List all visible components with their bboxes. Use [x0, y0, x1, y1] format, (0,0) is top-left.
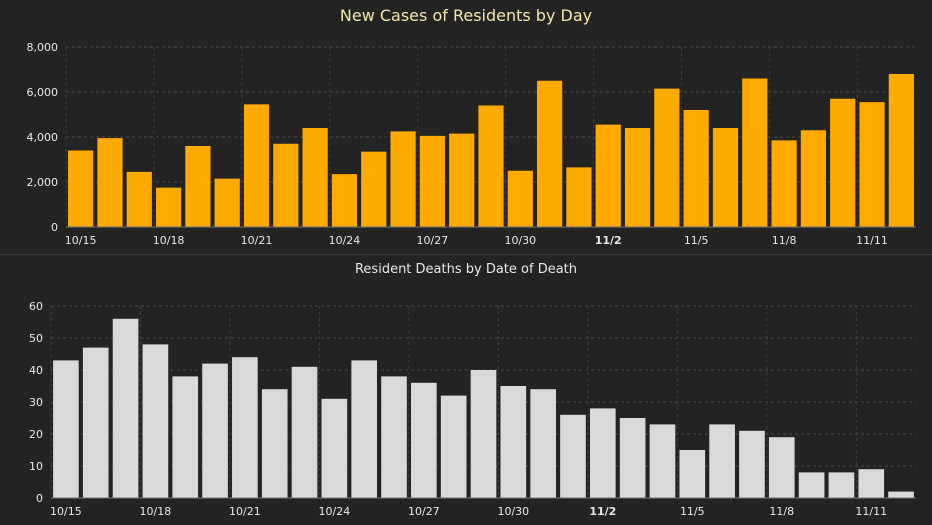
cases-x-tick-label: 10/21 [241, 234, 273, 247]
deaths-bar-11-7 [739, 430, 765, 498]
deaths-x-tick-label: 11/11 [855, 505, 887, 518]
deaths-bar-10-24 [321, 398, 348, 498]
deaths-chart: 0 10 20 30 40 50 60 10/15 10/18 10/21 10/24 10/27 10… [29, 300, 916, 518]
deaths-bar-11-8 [768, 437, 795, 498]
deaths-bar-10-20 [202, 363, 228, 498]
deaths-y-tick-label: 30 [29, 396, 43, 409]
deaths-bar-11-6 [709, 424, 735, 498]
deaths-x-tick-label: 10/27 [408, 505, 440, 518]
cases-bar-10-29 [478, 105, 504, 227]
deaths-bar-11-12 [888, 491, 914, 498]
deaths-y-tick-label: 10 [29, 460, 43, 473]
cases-bar-10-18 [155, 187, 182, 227]
cases-bar-10-20 [214, 178, 240, 227]
cases-bar-10-26 [390, 131, 416, 227]
cases-bar-11-1 [566, 167, 592, 227]
deaths-bar-10-15 [53, 360, 79, 498]
cases-bar-11-12 [888, 74, 914, 227]
cases-bar-11-4 [654, 88, 680, 227]
cases-x-tick-label: 11/2 [595, 234, 622, 247]
cases-x-tick-label: 10/27 [417, 234, 449, 247]
cases-bar-11-11 [859, 102, 885, 227]
deaths-bar-10-27 [411, 382, 437, 498]
deaths-bar-10-28 [440, 395, 467, 498]
cases-x-tick-label: 10/15 [65, 234, 97, 247]
cases-bar-11-5 [683, 110, 709, 227]
deaths-bar-10-29 [470, 370, 497, 498]
cases-bar-11-7 [742, 78, 768, 227]
deaths-x-tick-label: 10/15 [50, 505, 82, 518]
cases-bar-10-15 [68, 150, 94, 227]
cases-bar-10-25 [361, 151, 387, 227]
cases-chart: 0 2,000 4,000 6,000 8,000 10/15 10/18 10/21 10/2… [27, 41, 916, 247]
deaths-x-tick-label: 11/2 [589, 505, 616, 518]
cases-x-tick-label: 11/8 [772, 234, 797, 247]
deaths-y-tick-label: 0 [36, 492, 43, 505]
deaths-x-tick-label: 10/30 [497, 505, 529, 518]
deaths-chart-panel: Resident Deaths by Date of Death 0 10 20 30… [0, 254, 932, 524]
cases-bar-10-30 [507, 170, 533, 227]
deaths-bar-11-11 [858, 469, 885, 498]
deaths-y-tick-label: 50 [29, 332, 43, 345]
deaths-bar-10-19 [172, 376, 199, 498]
deaths-bar-11-2 [589, 408, 616, 498]
deaths-bar-10-16 [82, 347, 109, 498]
deaths-bar-10-22 [261, 389, 288, 498]
cases-bar-10-23 [302, 128, 328, 227]
cases-x-tick-label: 10/30 [504, 234, 536, 247]
cases-x-tick-label: 10/24 [329, 234, 361, 247]
cases-bar-10-31 [537, 80, 563, 227]
deaths-bar-11-9 [798, 472, 825, 498]
cases-y-tick-label: 0 [51, 221, 58, 234]
deaths-bar-10-17 [112, 318, 139, 498]
deaths-x-tick-label: 11/5 [680, 505, 705, 518]
cases-bar-11-6 [712, 128, 739, 227]
deaths-x-tick-label: 10/18 [140, 505, 172, 518]
cases-bar-10-16 [97, 138, 123, 227]
cases-y-tick-label: 8,000 [27, 41, 59, 54]
cases-x-tick-label: 11/5 [684, 234, 709, 247]
deaths-bar-10-23 [291, 366, 318, 498]
deaths-x-tick-label: 10/24 [319, 505, 351, 518]
cases-bar-10-21 [243, 104, 270, 227]
cases-bar-11-10 [830, 98, 856, 227]
deaths-bar-10-31 [530, 389, 556, 498]
cases-bar-10-17 [126, 171, 152, 227]
cases-bar-10-27 [419, 135, 445, 227]
cases-bar-11-8 [771, 140, 797, 227]
deaths-bar-10-30 [500, 386, 527, 498]
cases-bar-10-22 [273, 143, 299, 227]
deaths-y-tick-label: 60 [29, 300, 43, 313]
deaths-x-tick-label: 10/21 [229, 505, 261, 518]
deaths-y-tick-label: 20 [29, 428, 43, 441]
cases-bar-10-19 [185, 146, 211, 227]
deaths-y-tick-label: 40 [29, 364, 43, 377]
deaths-bar-10-18 [142, 344, 169, 498]
cases-x-tick-label: 10/18 [153, 234, 185, 247]
cases-bar-10-28 [449, 133, 475, 227]
cases-chart-title: New Cases of Residents by Day [339, 6, 593, 25]
deaths-bar-10-25 [351, 360, 378, 498]
deaths-bar-11-3 [619, 418, 646, 498]
deaths-chart-title: Resident Deaths by Date of Death [354, 262, 578, 277]
cases-y-tick-label: 6,000 [27, 86, 59, 99]
cases-bar-11-3 [624, 128, 651, 227]
cases-chart-panel: New Cases of Residents by Day 0 2,000 4,00… [0, 0, 932, 254]
cases-bar-11-9 [800, 130, 827, 227]
deaths-bar-11-4 [649, 424, 676, 498]
cases-y-tick-label: 4,000 [27, 131, 59, 144]
deaths-bar-10-26 [381, 376, 407, 498]
deaths-bar-11-5 [679, 450, 706, 498]
cases-bar-10-24 [331, 174, 358, 227]
deaths-bar-11-1 [560, 414, 586, 498]
cases-bar-11-2 [595, 124, 621, 227]
deaths-x-tick-label: 11/8 [769, 505, 794, 518]
cases-y-tick-label: 2,000 [27, 176, 59, 189]
cases-x-tick-label: 11/11 [856, 234, 888, 247]
deaths-bar-11-10 [828, 472, 855, 498]
deaths-bar-10-21 [232, 357, 258, 498]
